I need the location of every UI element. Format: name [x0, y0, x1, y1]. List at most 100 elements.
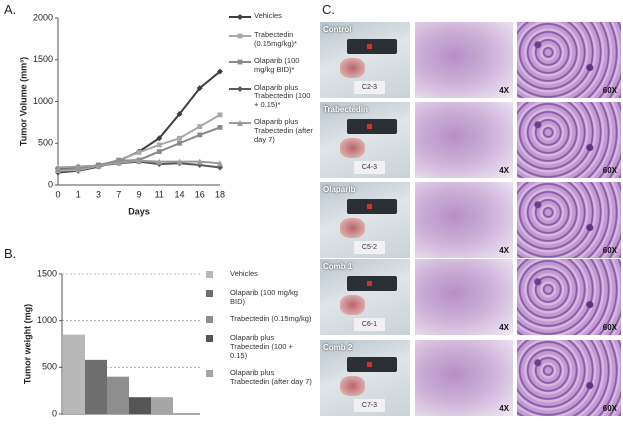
y-tick-label: 2000	[33, 12, 53, 22]
tumor	[339, 138, 365, 159]
legend-swatch	[206, 335, 213, 343]
data-point	[156, 142, 162, 148]
specimen-label: C5-2	[354, 241, 385, 255]
data-point	[217, 160, 223, 167]
x-axis-label: Days	[128, 206, 150, 216]
magnification-label: 60X	[602, 246, 617, 255]
data-point	[196, 85, 203, 92]
legend-label: Trabectedin (0.15mg/kg)	[230, 314, 312, 324]
bar	[63, 334, 85, 414]
data-point	[217, 68, 223, 75]
bar	[129, 397, 151, 414]
caliper	[347, 118, 397, 134]
legend-item: Olaparib plus Trabectedin (100 + 0.15)	[204, 333, 312, 360]
data-point	[176, 158, 183, 165]
specimen-label: C7-3	[354, 399, 385, 413]
legend-item: Olaparib plus Trabectedin (after day 7)	[204, 368, 312, 386]
legend-swatch-box	[206, 316, 213, 324]
x-tick-label: 7	[116, 189, 121, 199]
data-point	[197, 132, 203, 138]
legend-item: Vehicles	[204, 269, 312, 280]
legend-label: Olaparib (100 mg/kg BID)	[230, 288, 298, 306]
group-label: Control	[323, 25, 352, 34]
legend-swatch-box	[206, 370, 213, 378]
gross-photo: Trabectedin C4-3	[320, 102, 410, 178]
y-tick-label: 500	[38, 138, 53, 148]
legend-marker	[237, 33, 243, 39]
x-tick-label: 3	[96, 189, 101, 199]
data-point	[196, 158, 203, 165]
gross-photo: Olaparib C5-2	[320, 182, 410, 258]
legend: Vehicles Olaparib (100 mg/kg BID) Trabecte…	[204, 269, 312, 395]
data-point	[177, 140, 182, 146]
histology-low: 4X	[415, 182, 513, 258]
legend-marker	[237, 14, 243, 20]
caliper	[347, 356, 397, 372]
legend-swatch	[229, 120, 251, 127]
specimen-label: C6-1	[354, 318, 385, 332]
legend: Vehicles Trabectedin (0.15mg/kg)* Olaparib…	[228, 11, 314, 153]
legend-swatch	[206, 290, 213, 297]
histology-high: 60X	[517, 259, 621, 335]
group-label: Trabectedin	[323, 105, 368, 114]
specimen-label: C4-3	[354, 161, 385, 175]
magnification-label: 4X	[499, 166, 509, 175]
y-axis-label: Tumor Volume (mm³)	[18, 57, 28, 146]
x-tick-label: 0	[55, 189, 60, 199]
specimen-label: C2-3	[354, 81, 385, 95]
legend-item: Trabectedin (0.15mg/kg)*	[228, 30, 314, 48]
legend-label: Vehicles	[230, 269, 258, 278]
legend-label: Vehicles	[254, 11, 282, 20]
gross-photo: Comb 2 C7-3	[320, 340, 410, 416]
histology-low: 4X	[415, 22, 513, 98]
data-point	[136, 157, 142, 164]
legend-item: Olaparib plus Trabectedin (after day 7)	[228, 118, 314, 144]
data-point	[197, 124, 203, 129]
data-point	[217, 112, 223, 118]
caliper	[347, 38, 397, 54]
tumor	[339, 218, 365, 239]
legend-swatch	[206, 271, 213, 278]
panel-label: B.	[4, 246, 17, 261]
x-tick-label: 16	[195, 189, 205, 199]
legend-item: Olaparib plus Trabectedin (100 + 0.15)*	[228, 83, 314, 110]
tumor	[339, 58, 365, 79]
y-tick-label: 1000	[33, 96, 53, 106]
magnification-label: 4X	[499, 86, 509, 95]
legend-marker	[237, 85, 243, 92]
line-chart: 0 500 1000 1500 2000 Tumor Volume (mm³) Days 0 1…	[18, 12, 225, 216]
x-tick-label: 1	[76, 189, 81, 199]
histology-low: 4X	[415, 259, 513, 335]
tumor	[339, 295, 365, 316]
data-point	[75, 163, 82, 170]
caliper	[347, 198, 397, 214]
legend-marker	[237, 120, 243, 127]
legend-swatch	[229, 59, 251, 65]
legend-swatch-box	[206, 290, 213, 297]
legend-item: Olaparib (100 mg/kg BID)*	[228, 56, 314, 74]
legend-label: Olaparib plus Trabectedin (100 + 0.15)	[230, 333, 293, 360]
series-line	[57, 70, 221, 174]
x-tick-label: 11	[155, 189, 164, 199]
magnification-label: 4X	[499, 404, 509, 413]
group-label: Comb 1	[323, 262, 353, 271]
magnification-label: 60X	[602, 86, 617, 95]
magnification-label: 60X	[602, 323, 617, 332]
caliper	[347, 275, 397, 291]
legend-swatch	[229, 33, 251, 39]
group-label: Olaparib	[323, 185, 356, 194]
legend-label: Olaparib (100 mg/kg BID)*	[254, 56, 300, 74]
data-point	[136, 150, 142, 155]
histology-low: 4X	[415, 102, 513, 178]
legend-swatch	[229, 85, 251, 92]
legend-swatch	[206, 316, 213, 324]
gross-photo: Control C2-3	[320, 22, 410, 98]
legend-marker	[237, 59, 243, 65]
y-tick-label: 500	[42, 362, 57, 372]
magnification-label: 4X	[499, 323, 509, 332]
legend-item: Olaparib (100 mg/kg BID)	[204, 288, 312, 306]
x-tick-label: 18	[215, 189, 225, 199]
magnification-label: 4X	[499, 246, 509, 255]
group-label: Comb 2	[323, 343, 353, 352]
bar	[107, 376, 129, 414]
